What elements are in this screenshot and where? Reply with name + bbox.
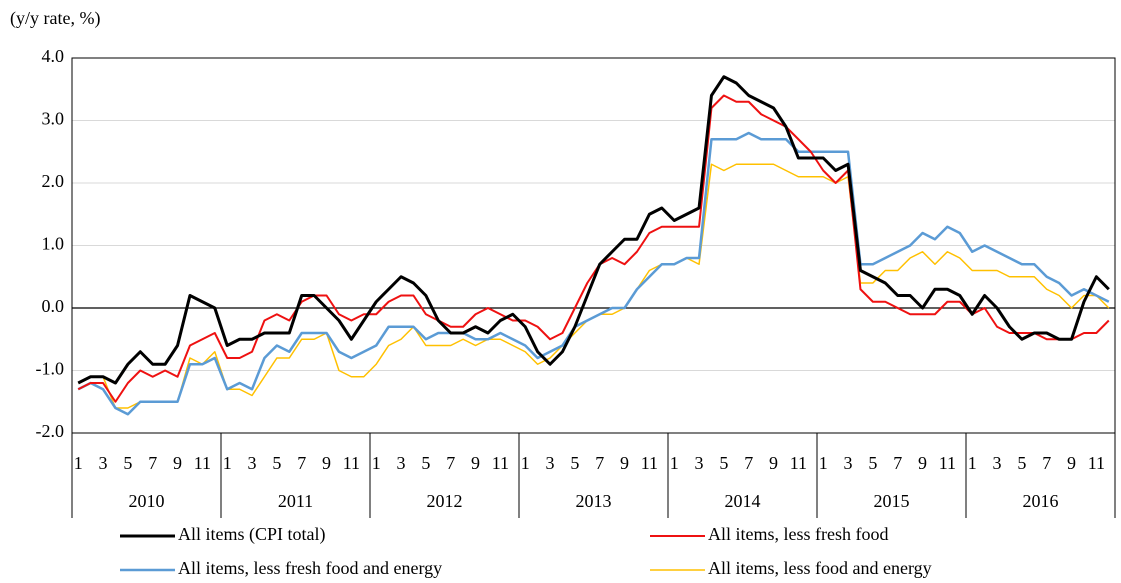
x-tick-label: 5 bbox=[123, 453, 132, 473]
year-label: 2011 bbox=[278, 491, 313, 511]
x-tick-label: 11 bbox=[492, 453, 509, 473]
x-tick-label: 3 bbox=[248, 453, 257, 473]
x-tick-label: 7 bbox=[148, 453, 157, 473]
x-tick-label: 7 bbox=[893, 453, 902, 473]
y-axis-label: (y/y rate, %) bbox=[10, 8, 100, 29]
series-line bbox=[77, 163, 1110, 409]
x-tick-label: 1 bbox=[968, 453, 977, 473]
x-tick-label: 9 bbox=[620, 453, 629, 473]
y-tick-label: 2.0 bbox=[42, 171, 65, 191]
year-label: 2013 bbox=[576, 491, 612, 511]
y-tick-label: -1.0 bbox=[36, 359, 65, 379]
x-tick-label: 9 bbox=[173, 453, 182, 473]
x-tick-label: 1 bbox=[74, 453, 83, 473]
x-tick-label: 3 bbox=[99, 453, 108, 473]
x-tick-label: 3 bbox=[993, 453, 1002, 473]
plot-border bbox=[71, 57, 1116, 434]
x-tick-label: 7 bbox=[1042, 453, 1051, 473]
x-tick-label: 9 bbox=[918, 453, 927, 473]
x-tick-label: 5 bbox=[272, 453, 281, 473]
x-tick-label: 1 bbox=[819, 453, 828, 473]
year-label: 2012 bbox=[427, 491, 463, 511]
series-line bbox=[77, 131, 1110, 416]
x-tick-label: 11 bbox=[790, 453, 807, 473]
legend-label: All items (CPI total) bbox=[178, 524, 326, 545]
x-tick-label: 11 bbox=[194, 453, 211, 473]
x-tick-label: 7 bbox=[446, 453, 455, 473]
x-tick-label: 5 bbox=[421, 453, 430, 473]
x-tick-label: 1 bbox=[372, 453, 381, 473]
x-tick-label: 11 bbox=[1088, 453, 1105, 473]
legend-label: All items, less food and energy bbox=[708, 558, 932, 578]
x-tick-label: 9 bbox=[1067, 453, 1076, 473]
legend-label: All items, less fresh food bbox=[708, 524, 888, 544]
year-label: 2015 bbox=[874, 491, 910, 511]
x-tick-label: 7 bbox=[744, 453, 753, 473]
x-tick-label: 5 bbox=[1017, 453, 1026, 473]
x-tick-label: 3 bbox=[844, 453, 853, 473]
x-tick-label: 1 bbox=[670, 453, 679, 473]
x-tick-label: 3 bbox=[397, 453, 406, 473]
x-tick-label: 1 bbox=[521, 453, 530, 473]
series-line bbox=[77, 94, 1110, 403]
year-label: 2014 bbox=[725, 491, 761, 511]
x-tick-label: 5 bbox=[719, 453, 728, 473]
x-tick-label: 5 bbox=[570, 453, 579, 473]
x-tick-label: 11 bbox=[939, 453, 956, 473]
y-tick-label: 3.0 bbox=[42, 109, 65, 129]
x-tick-label: 3 bbox=[546, 453, 555, 473]
y-tick-label: 4.0 bbox=[42, 46, 65, 66]
x-tick-label: 11 bbox=[641, 453, 658, 473]
y-tick-label: 1.0 bbox=[42, 234, 65, 254]
x-tick-label: 9 bbox=[769, 453, 778, 473]
x-tick-label: 5 bbox=[868, 453, 877, 473]
y-tick-label: 0.0 bbox=[42, 296, 65, 316]
x-tick-label: 7 bbox=[595, 453, 604, 473]
x-tick-label: 1 bbox=[223, 453, 232, 473]
year-label: 2016 bbox=[1023, 491, 1059, 511]
x-tick-label: 3 bbox=[695, 453, 704, 473]
x-tick-label: 11 bbox=[343, 453, 360, 473]
x-tick-label: 9 bbox=[471, 453, 480, 473]
series-line bbox=[77, 75, 1110, 385]
x-tick-label: 7 bbox=[297, 453, 306, 473]
y-tick-label: -2.0 bbox=[36, 421, 65, 441]
legend-label: All items, less fresh food and energy bbox=[178, 558, 442, 578]
x-tick-label: 9 bbox=[322, 453, 331, 473]
year-label: 2010 bbox=[129, 491, 165, 511]
